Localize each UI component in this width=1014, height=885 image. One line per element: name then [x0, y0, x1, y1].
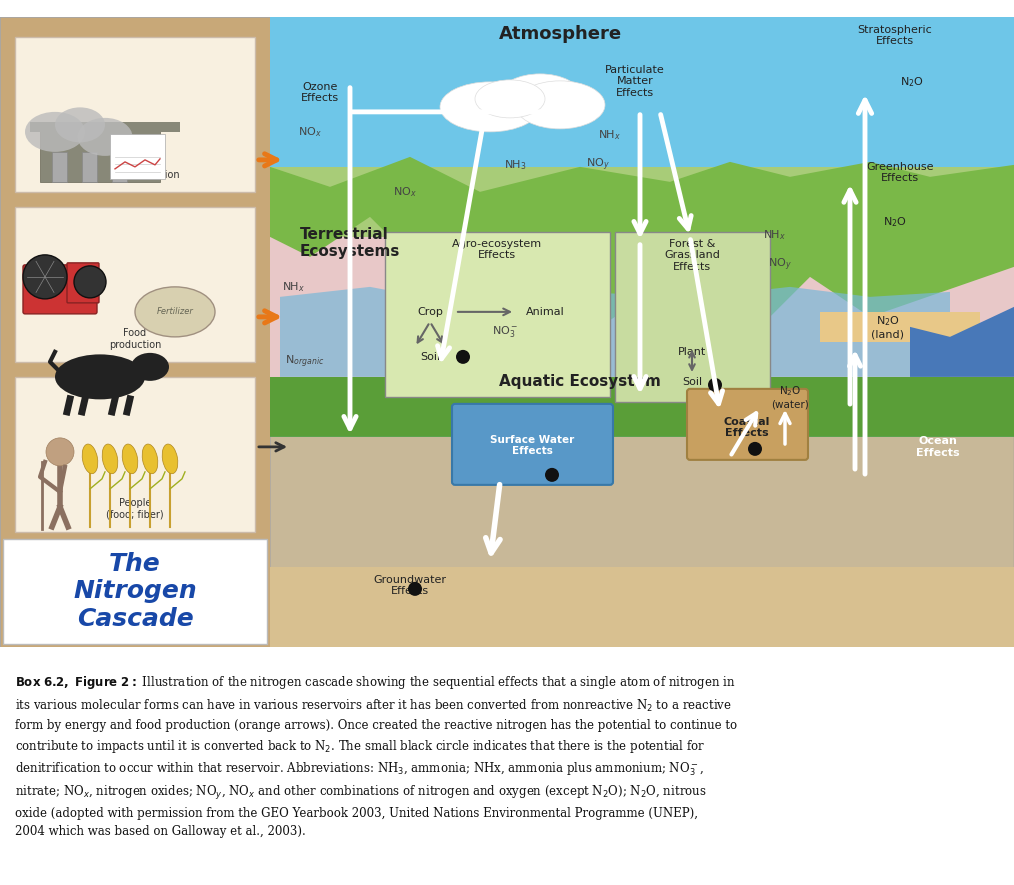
Polygon shape	[910, 307, 1014, 377]
Ellipse shape	[440, 82, 540, 132]
Text: Animal: Animal	[525, 307, 565, 317]
Circle shape	[456, 350, 470, 364]
Ellipse shape	[475, 80, 545, 118]
Text: Energy production: Energy production	[90, 170, 179, 180]
Text: Stratospheric
Effects: Stratospheric Effects	[858, 25, 933, 47]
FancyBboxPatch shape	[0, 17, 1014, 647]
Text: N$_2$O
(land): N$_2$O (land)	[871, 314, 904, 340]
FancyBboxPatch shape	[820, 312, 980, 342]
Circle shape	[708, 378, 722, 392]
Text: The: The	[110, 552, 161, 576]
Text: N$_2$O: N$_2$O	[883, 215, 907, 229]
Ellipse shape	[77, 118, 133, 156]
FancyBboxPatch shape	[112, 152, 127, 182]
FancyBboxPatch shape	[52, 152, 67, 182]
Text: $\mathbf{Box\ 6.2,\ Figure\ 2:}$ Illustration of the nitrogen cascade showing th: $\mathbf{Box\ 6.2,\ Figure\ 2:}$ Illustr…	[15, 674, 737, 838]
Circle shape	[46, 438, 74, 466]
FancyBboxPatch shape	[15, 207, 255, 362]
Text: NO$_y$: NO$_y$	[768, 257, 792, 273]
Polygon shape	[270, 157, 1014, 337]
Text: Crop: Crop	[417, 307, 443, 317]
Text: Greenhouse
Effects: Greenhouse Effects	[866, 162, 934, 183]
Text: Ozone
Effects: Ozone Effects	[301, 82, 339, 104]
FancyBboxPatch shape	[270, 237, 1014, 377]
Text: NO$_3^-$: NO$_3^-$	[492, 325, 518, 339]
Circle shape	[408, 581, 422, 596]
Text: NH$_3$: NH$_3$	[504, 158, 526, 172]
Text: Fertilizer: Fertilizer	[156, 307, 194, 316]
Text: NO$_x$: NO$_x$	[298, 125, 321, 139]
Ellipse shape	[25, 112, 85, 152]
Ellipse shape	[102, 444, 118, 473]
FancyBboxPatch shape	[40, 127, 160, 182]
Ellipse shape	[55, 107, 105, 142]
Text: NO$_y$: NO$_y$	[586, 157, 610, 173]
Text: NO$_x$: NO$_x$	[393, 185, 417, 199]
Text: Atmosphere: Atmosphere	[499, 25, 622, 42]
Text: Soil: Soil	[682, 377, 702, 387]
FancyBboxPatch shape	[0, 17, 270, 647]
Ellipse shape	[55, 354, 145, 399]
Circle shape	[23, 255, 67, 299]
Circle shape	[748, 442, 762, 456]
Ellipse shape	[122, 444, 138, 473]
Text: Groundwater
Effects: Groundwater Effects	[373, 575, 446, 596]
Text: Soil: Soil	[420, 352, 440, 362]
Text: NH$_x$: NH$_x$	[282, 280, 305, 294]
Circle shape	[74, 266, 106, 298]
FancyBboxPatch shape	[15, 377, 255, 532]
FancyBboxPatch shape	[110, 134, 165, 179]
Text: N$_2$O: N$_2$O	[900, 75, 924, 89]
Ellipse shape	[515, 81, 605, 129]
Text: N$_{organic}$: N$_{organic}$	[285, 354, 324, 370]
Text: Nitrogen: Nitrogen	[73, 579, 197, 603]
FancyBboxPatch shape	[67, 263, 99, 303]
Polygon shape	[270, 217, 1014, 437]
Text: People
(food; fiber): People (food; fiber)	[106, 498, 164, 519]
Circle shape	[545, 468, 559, 481]
Text: NH$_x$: NH$_x$	[598, 128, 622, 142]
Ellipse shape	[131, 353, 169, 381]
Text: NH$_x$: NH$_x$	[764, 228, 787, 242]
Ellipse shape	[82, 444, 97, 473]
FancyBboxPatch shape	[15, 37, 255, 192]
FancyBboxPatch shape	[687, 389, 808, 460]
Text: Agro-ecosystem
Effects: Agro-ecosystem Effects	[452, 239, 542, 260]
FancyBboxPatch shape	[82, 152, 97, 182]
Text: Coastal
Effects: Coastal Effects	[724, 417, 771, 438]
Ellipse shape	[142, 444, 158, 473]
Text: Plant: Plant	[678, 347, 706, 357]
FancyBboxPatch shape	[452, 404, 613, 485]
FancyBboxPatch shape	[30, 122, 180, 132]
Ellipse shape	[135, 287, 215, 337]
FancyBboxPatch shape	[23, 265, 97, 314]
Text: Surface Water
Effects: Surface Water Effects	[490, 435, 574, 457]
Text: Food
production: Food production	[108, 328, 161, 350]
Ellipse shape	[162, 444, 177, 473]
Text: Terrestrial
Ecosystems: Terrestrial Ecosystems	[300, 227, 401, 259]
FancyBboxPatch shape	[615, 232, 770, 402]
Text: Particulate
Matter
Effects: Particulate Matter Effects	[605, 65, 665, 98]
Text: Aquatic Ecosystem: Aquatic Ecosystem	[499, 374, 661, 389]
Text: N$_2$O
(water): N$_2$O (water)	[771, 384, 809, 410]
FancyBboxPatch shape	[270, 167, 1014, 237]
Ellipse shape	[500, 73, 580, 116]
Text: Ocean
Effects: Ocean Effects	[917, 436, 960, 458]
Text: Forest &
Grassland
Effects: Forest & Grassland Effects	[664, 239, 720, 272]
Polygon shape	[280, 287, 950, 377]
Text: Cascade: Cascade	[77, 607, 194, 631]
FancyBboxPatch shape	[270, 567, 1014, 647]
FancyBboxPatch shape	[385, 232, 610, 396]
FancyBboxPatch shape	[3, 539, 267, 644]
FancyBboxPatch shape	[270, 17, 1014, 437]
